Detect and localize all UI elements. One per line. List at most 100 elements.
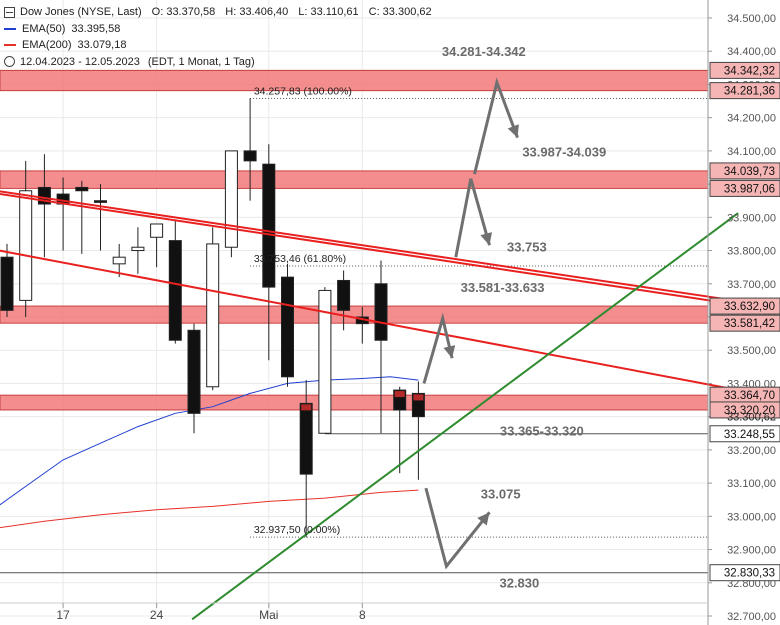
candle-down <box>243 150 257 162</box>
y-tick-label: 34.200,00 <box>727 113 776 125</box>
candle-down <box>94 200 107 203</box>
resistance-zone <box>0 69 709 92</box>
y-tick-label: 34.100,00 <box>727 146 776 158</box>
candle-down <box>374 283 388 341</box>
candle-down <box>337 279 351 311</box>
candle-down <box>0 256 14 311</box>
ema200-swatch-icon <box>4 44 16 47</box>
candle-down <box>187 329 201 414</box>
ema200-label: EMA(200) <box>22 39 72 51</box>
arrow-head-icon <box>443 345 456 359</box>
price-tag <box>709 314 780 332</box>
moving-averages <box>0 376 419 529</box>
annotations: 34.281-34.342 33.987-34.039 33.753 33.581-3… <box>442 44 606 591</box>
ema50-value: 33.395,58 <box>71 22 121 35</box>
price-tag <box>709 401 780 419</box>
candle-up <box>112 256 126 265</box>
price-tag <box>709 564 780 582</box>
candle-accent <box>394 391 405 398</box>
period-settings: (EDT, 1 Monat, 1 Tag) <box>147 55 255 68</box>
price-tag-label: 34.342,32 <box>724 65 775 77</box>
price-tag-label: 33.248,55 <box>724 429 775 441</box>
fibonacci-labels: 34.257,83 (100.00%) 33.753,46 (61.80%) 32.… <box>254 85 352 536</box>
ema50-swatch-icon <box>4 27 16 30</box>
candle-down <box>299 402 313 475</box>
y-tick-label: 33.200,00 <box>727 445 776 457</box>
price-tag-label: 33.364,70 <box>724 390 775 402</box>
y-tick-label: 34.400,00 <box>727 46 776 58</box>
x-axis: 17 24 Mai 8 <box>0 602 708 622</box>
ema50-line <box>0 376 419 506</box>
period-range: 12.04.2023 - 12.05.2023 <box>20 55 140 68</box>
price-tag <box>709 425 780 443</box>
price-tag-label: 33.987,06 <box>724 183 775 195</box>
green-trendline <box>191 212 739 621</box>
candle-down <box>262 163 276 288</box>
price-tag <box>709 61 780 79</box>
legend-ema200-row[interactable]: EMA(200) 33.079,18 <box>4 37 432 54</box>
ema50-label: EMA(50) <box>22 22 66 35</box>
collapse-icon[interactable] <box>4 6 15 18</box>
y-tick-label: 33.000,00 <box>727 511 776 523</box>
ohlc-high: H: 33.406,40 <box>225 6 289 18</box>
candle-up <box>206 243 220 388</box>
candle-accent <box>301 404 312 411</box>
price-annotation: 33.365-33.320 <box>500 423 584 438</box>
y-tick-label: 32.700,00 <box>727 611 776 623</box>
red-trendline <box>0 190 739 303</box>
y-tick-label: 33.500,00 <box>727 345 776 357</box>
y-tick-label: 33.100,00 <box>727 478 776 490</box>
ema200-line <box>0 489 419 529</box>
arrow-head-icon <box>480 232 492 246</box>
fibonacci-label: 32.937,50 (0.00%) <box>254 524 340 536</box>
chart-legend: Dow Jones (NYSE, Last) O: 33.370,58 H: 3… <box>4 4 432 70</box>
price-annotation: 33.987-34.039 <box>522 145 606 160</box>
ohlc-close: C: 33.300,62 <box>368 6 432 18</box>
resistance-zone <box>0 170 709 189</box>
red-trendline <box>0 249 739 392</box>
price-tag-label: 34.039,73 <box>724 166 775 178</box>
scenario-arrow <box>424 487 491 570</box>
fibonacci-label: 34.257,83 (100.00%) <box>254 85 352 97</box>
candle-up <box>131 246 145 252</box>
candle-up <box>150 223 164 238</box>
x-tick-label: 8 <box>359 608 366 622</box>
resistance-zone <box>0 394 709 411</box>
y-tick-label: 33.900,00 <box>727 212 776 224</box>
arrow-head-icon <box>477 512 490 526</box>
scenario-arrow <box>454 178 491 258</box>
price-tag <box>709 297 780 315</box>
scenario-arrows <box>422 77 519 570</box>
y-tick-label: 34.500,00 <box>727 13 776 25</box>
x-tick-label: 17 <box>56 608 70 622</box>
price-tag <box>709 179 780 197</box>
x-tick-label: Mai <box>259 608 278 622</box>
candlesticks[interactable] <box>0 98 425 538</box>
arrow-head-icon <box>507 124 519 138</box>
candle-up <box>19 190 33 301</box>
candle-up <box>224 150 238 248</box>
price-tag-label: 33.320,20 <box>724 405 775 417</box>
current-price-label: 33.300,62 <box>727 411 776 423</box>
ohlc-low: L: 33.110,61 <box>298 6 359 18</box>
trendlines <box>0 190 739 621</box>
price-tag <box>709 82 780 100</box>
y-tick-label: 32.900,00 <box>727 545 776 557</box>
legend-instrument-row: Dow Jones (NYSE, Last) O: 33.370,58 H: 3… <box>4 4 432 21</box>
ema200-value: 33.079,18 <box>77 39 127 51</box>
y-tick-label: 33.800,00 <box>727 246 776 258</box>
price-annotation: 34.281-34.342 <box>442 44 526 59</box>
candle-accent <box>413 394 424 401</box>
price-tag-label: 33.581,42 <box>724 318 775 330</box>
legend-period-row: 12.04.2023 - 12.05.2023 (EDT, 1 Monat, 1… <box>4 54 432 71</box>
price-tag <box>709 162 780 180</box>
candle-down <box>168 240 182 341</box>
price-tag-label: 33.632,90 <box>724 301 775 313</box>
candle-up <box>318 289 332 434</box>
y-axis: 32.700,0032.800,0032.900,0033.000,0033.1… <box>707 0 780 625</box>
price-annotation: 32.830 <box>499 575 539 590</box>
instrument-name: Dow Jones (NYSE, Last) <box>20 6 142 18</box>
clock-icon <box>4 56 15 68</box>
legend-ema50-row[interactable]: EMA(50) 33.395,58 <box>4 21 432 38</box>
